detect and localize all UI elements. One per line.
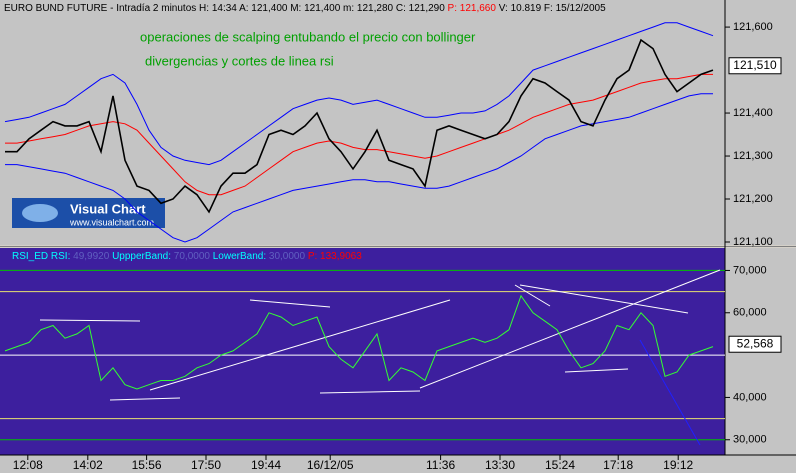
trend-line	[519, 284, 689, 314]
trend-line	[319, 390, 421, 394]
last-value-label: 121,510	[733, 58, 777, 72]
trend-line	[149, 299, 451, 391]
pane-title: EURO BUND FUTURE - Intradía 2 minutos H:…	[4, 3, 606, 14]
x-tick-label: 17:18	[603, 458, 633, 472]
x-tick-label: 15:56	[132, 458, 162, 472]
logo-icon	[22, 204, 58, 222]
y-tick-label: 30,000	[733, 434, 767, 446]
rsi-pane	[0, 248, 725, 455]
y-tick-label: 60,000	[733, 307, 767, 319]
title-part: EURO BUND FUTURE - Intradía 2 minutos H:…	[4, 3, 445, 14]
trend-line	[564, 368, 629, 373]
trend-line	[39, 319, 141, 322]
x-tick-label: 14:02	[73, 458, 103, 472]
y-tick-label: 121,600	[733, 21, 773, 33]
last-value-box	[728, 57, 782, 75]
x-tick-label: 11:36	[426, 458, 455, 472]
y-tick-label: 40,000	[733, 391, 767, 403]
title-part: 70,0000	[171, 251, 213, 262]
price-axis	[725, 0, 796, 245]
title-part: UppperBand:	[112, 251, 171, 262]
last-value-box	[728, 335, 782, 353]
annotation: divergencias y cortes de linea rsi	[145, 53, 334, 68]
pane-title: RSI_ED RSI: 49,9920 UppperBand: 70,0000 …	[12, 251, 362, 262]
x-tick-label: 19:12	[663, 458, 693, 472]
trend-line	[249, 299, 331, 308]
y-tick-label: 70,000	[733, 264, 767, 276]
title-part: 30,0000	[266, 251, 308, 262]
trend-line	[514, 284, 551, 307]
x-tick-label: 15:24	[545, 458, 575, 472]
trend-line	[419, 269, 721, 389]
trend-line	[109, 397, 181, 401]
title-part: P: 133,9063	[308, 251, 362, 262]
annotation: operaciones de scalping entubando el pre…	[140, 29, 476, 44]
y-tick-label: 121,400	[733, 107, 773, 119]
title-part: LowerBand:	[213, 251, 266, 262]
x-tick-label: 13:30	[485, 458, 515, 472]
series-line	[5, 38, 714, 214]
series-line	[4, 294, 714, 390]
logo-url: www.visualchart.com	[69, 217, 154, 227]
series-line	[4, 22, 714, 166]
y-tick-label: 121,200	[733, 193, 773, 205]
title-part: 49,9920	[70, 251, 112, 262]
x-tick-label: 12:08	[13, 458, 43, 472]
trend-line	[639, 339, 701, 446]
x-tick-label: 17:50	[191, 458, 221, 472]
title-part: V: 10.819 F: 15/12/2005	[496, 3, 606, 14]
y-tick-label: 121,300	[733, 150, 773, 162]
last-value-label: 52,568	[737, 336, 774, 350]
x-tick-label: 16/12/05	[307, 458, 354, 472]
time-axis	[0, 455, 796, 473]
y-tick-label: 121,100	[733, 236, 773, 248]
logo-name: Visual Chart	[70, 201, 146, 216]
title-part: P: 121,660	[445, 3, 497, 14]
title-part: RSI_ED RSI:	[12, 251, 70, 262]
x-tick-label: 19:44	[251, 458, 281, 472]
series-line	[5, 73, 713, 196]
